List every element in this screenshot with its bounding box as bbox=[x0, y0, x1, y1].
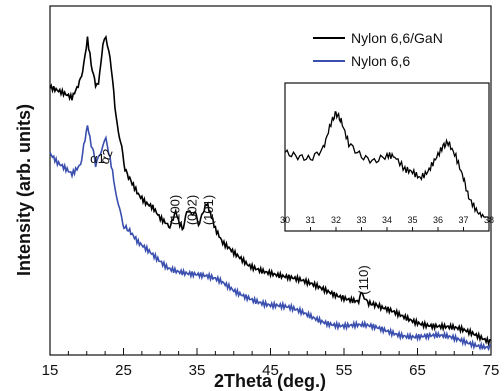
inset-plot: 30 31 32 33 34 35 36 37 38 bbox=[280, 82, 494, 232]
inset-series-line bbox=[284, 110, 489, 219]
x-tick-label: 65 bbox=[409, 362, 426, 379]
inset-x-tick-label: 30 bbox=[280, 215, 290, 225]
inset-x-tick-label: 31 bbox=[305, 215, 315, 225]
x-tick-label: 75 bbox=[483, 362, 500, 379]
annotation-002: (002) bbox=[185, 195, 200, 225]
annotation-alpha1: α1 bbox=[90, 151, 105, 166]
x-axis-ticks bbox=[49, 348, 492, 355]
x-tick-label: 35 bbox=[189, 362, 206, 379]
inset-x-ticks: 30 31 32 33 34 35 36 37 38 bbox=[280, 215, 494, 231]
legend: Nylon 6,6/GaN Nylon 6,6 bbox=[313, 30, 443, 69]
legend-label-nylon-gan: Nylon 6,6/GaN bbox=[351, 30, 443, 46]
inset-x-tick-label: 38 bbox=[484, 215, 494, 225]
series-line-nylon bbox=[49, 125, 492, 352]
annotation-101: (101) bbox=[201, 195, 216, 225]
annotation-100: (100) bbox=[168, 195, 183, 225]
inset-x-tick-label: 37 bbox=[458, 215, 468, 225]
x-axis-tick-labels: 15 25 35 45 55 65 75 bbox=[42, 362, 500, 379]
series-layer bbox=[49, 34, 492, 352]
x-tick-label: 55 bbox=[336, 362, 353, 379]
x-tick-label: 45 bbox=[262, 362, 279, 379]
series-line-nylon-gan bbox=[49, 34, 492, 347]
inset-frame bbox=[284, 82, 490, 232]
inset-x-tick-label: 36 bbox=[433, 215, 443, 225]
inset-x-tick-label: 34 bbox=[382, 215, 392, 225]
annotation-alpha2: α2 bbox=[97, 147, 116, 166]
annotation-110: (110) bbox=[356, 265, 371, 294]
inset-x-tick-label: 35 bbox=[407, 215, 417, 225]
x-tick-label: 15 bbox=[42, 362, 59, 379]
inset-x-tick-label: 32 bbox=[331, 215, 341, 225]
inset-x-tick-label: 33 bbox=[356, 215, 366, 225]
y-axis-title: Intensity (arb. units) bbox=[14, 104, 34, 276]
x-tick-label: 25 bbox=[115, 362, 132, 379]
inset-series-layer bbox=[284, 110, 489, 219]
x-axis-title: 2Theta (deg.) bbox=[214, 371, 326, 391]
legend-label-nylon: Nylon 6,6 bbox=[351, 53, 410, 69]
